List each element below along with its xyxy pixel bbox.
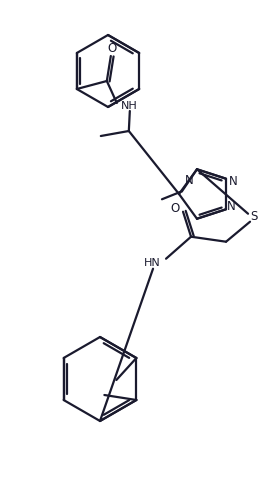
Text: O: O <box>170 202 180 215</box>
Text: N: N <box>229 175 237 188</box>
Text: NH: NH <box>120 101 137 111</box>
Text: N: N <box>227 200 235 212</box>
Text: O: O <box>107 42 116 55</box>
Text: HN: HN <box>144 257 160 267</box>
Text: S: S <box>250 210 258 223</box>
Text: N: N <box>185 173 193 186</box>
